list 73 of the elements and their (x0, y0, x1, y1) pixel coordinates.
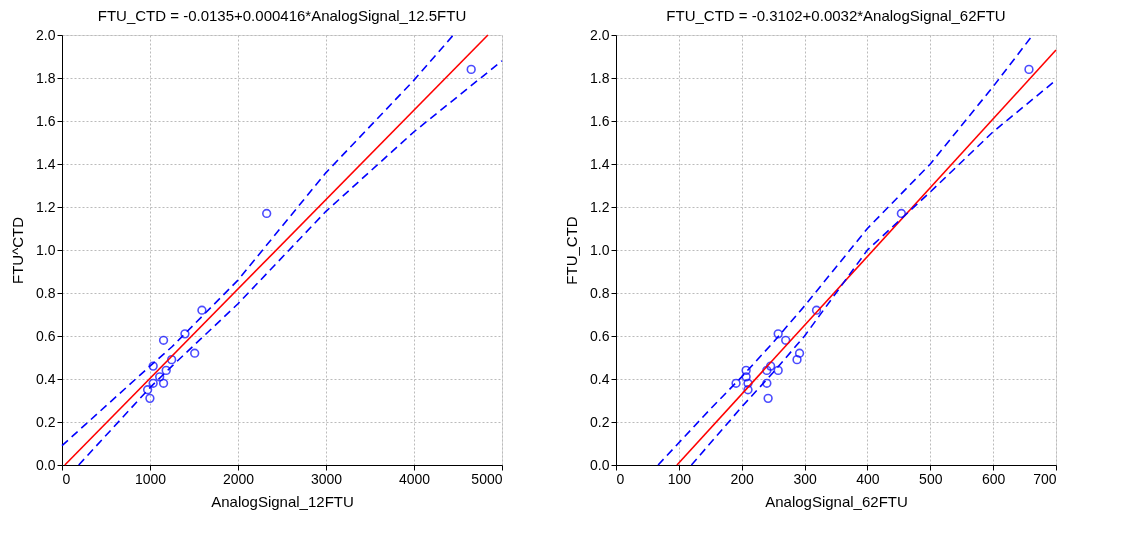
y-tick-label: 1.6 (36, 112, 56, 129)
y-axis-title: FTU_CTD (563, 216, 581, 285)
x-tick-label: 300 (793, 470, 817, 487)
x-axis-title: AnalogSignal_12FTU (211, 492, 354, 510)
point (811, 305, 822, 315)
y-tick-label: 1.0 (590, 241, 610, 258)
point (180, 329, 190, 339)
point (763, 393, 773, 404)
y-tick-label: 0.6 (590, 327, 610, 344)
y-tick-label: 1.4 (36, 155, 56, 172)
y-tick-label: 2.0 (590, 26, 610, 43)
point (731, 378, 741, 388)
y-tick-label: 0.2 (36, 413, 56, 430)
point (1024, 64, 1034, 75)
point (166, 354, 177, 365)
point (794, 348, 805, 358)
x-tick-label: 5000 (471, 470, 503, 487)
point (773, 329, 783, 339)
y-tick-label: 1.6 (590, 112, 610, 129)
x-tick-label: 0 (62, 470, 71, 487)
point (781, 335, 791, 345)
point (896, 208, 907, 219)
y-tick-label: 1.2 (590, 198, 610, 215)
y-tick-label: 2.0 (36, 26, 56, 43)
x-tick-label: 3000 (310, 470, 343, 487)
y-tick-label: 1.2 (36, 198, 56, 215)
point (148, 378, 158, 388)
point (262, 208, 272, 219)
y-tick-label: 1.8 (36, 69, 56, 86)
point (161, 365, 171, 376)
point (190, 348, 200, 358)
point (155, 372, 165, 382)
x-tick-label: 700 (1033, 470, 1057, 487)
y-tick-label: 1.4 (590, 155, 610, 172)
point (158, 378, 169, 388)
point (762, 365, 772, 376)
point (792, 354, 802, 365)
point (773, 365, 783, 376)
point (741, 365, 751, 376)
x-tick-label: 4000 (398, 470, 431, 487)
y-tick-label: 0.4 (36, 370, 56, 387)
x-axis-title: AnalogSignal_62FTU (765, 492, 908, 510)
y-tick-label: 0.8 (590, 284, 610, 301)
y-tick-label: 0.8 (36, 284, 56, 301)
x-tick-label: 100 (667, 470, 692, 487)
y-tick-label: 0.0 (590, 456, 610, 473)
x-tick-label: 400 (856, 470, 880, 487)
point (762, 378, 772, 388)
point (145, 393, 155, 404)
chart-title: FTU_CTD = -0.0135+0.000416*AnalogSignal_12.5FTU (97, 7, 467, 24)
y-tick-label: 1.8 (590, 69, 610, 86)
y-tick-label: 0.6 (36, 327, 56, 344)
y-tick-label: 1.0 (36, 241, 56, 258)
x-tick-label: 200 (730, 470, 755, 487)
point (743, 385, 753, 395)
chart-title: FTU_CTD = -0.3102+0.0032*AnalogSignal_62FTU (666, 7, 1006, 24)
x-tick-label: 1000 (134, 470, 167, 487)
point (142, 385, 153, 395)
y-axis-title: FTU^CTD (9, 216, 27, 285)
x-tick-label: 0 (616, 470, 625, 487)
point (743, 378, 753, 388)
point (158, 335, 169, 345)
y-tick-label: 0.2 (590, 413, 610, 430)
point (197, 305, 207, 315)
x-tick-label: 500 (919, 470, 943, 487)
x-tick-label: 2000 (222, 470, 255, 487)
point (466, 64, 476, 75)
y-tick-label: 0.4 (590, 370, 610, 387)
point (741, 372, 751, 382)
y-tick-label: 0.0 (36, 456, 56, 473)
point (765, 361, 776, 371)
point (148, 361, 158, 371)
x-tick-label: 600 (981, 470, 1006, 487)
